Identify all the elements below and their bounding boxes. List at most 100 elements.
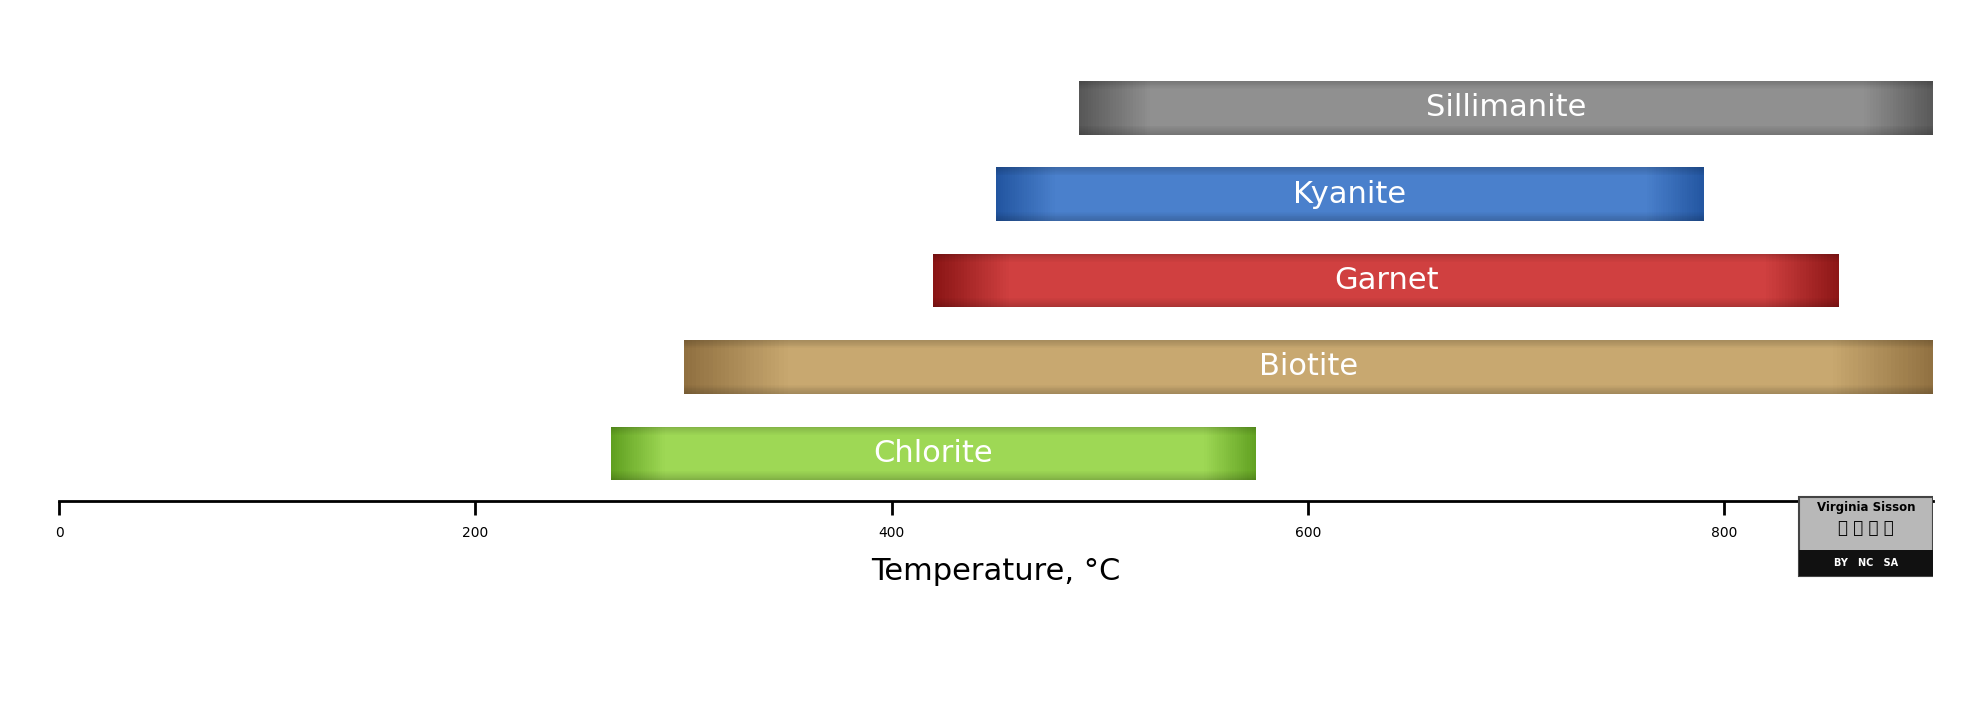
Bar	[1292, 340, 1296, 394]
Bar	[1213, 81, 1215, 134]
Bar	[1655, 167, 1656, 221]
Bar	[1867, 81, 1869, 134]
Bar	[1205, 427, 1207, 480]
Bar	[1617, 167, 1619, 221]
Bar	[1745, 254, 1749, 307]
Bar	[1033, 427, 1035, 480]
Bar	[1883, 340, 1887, 394]
Bar	[1587, 254, 1591, 307]
Bar	[1079, 167, 1081, 221]
Bar	[1189, 81, 1193, 134]
Bar	[611, 468, 1256, 469]
Bar	[1670, 340, 1674, 394]
Bar	[1582, 167, 1584, 221]
Bar	[1209, 167, 1211, 221]
Bar	[933, 305, 1838, 306]
Bar	[1203, 427, 1205, 480]
Bar	[1063, 427, 1065, 480]
Bar	[674, 427, 678, 480]
Bar	[1108, 427, 1110, 480]
Bar	[976, 254, 978, 307]
Bar	[1528, 254, 1530, 307]
Bar	[761, 427, 763, 480]
Bar	[1430, 81, 1432, 134]
Bar	[812, 340, 816, 394]
Bar	[1089, 167, 1091, 221]
Bar	[1321, 81, 1323, 134]
Bar	[1524, 167, 1526, 221]
Bar	[921, 427, 923, 480]
Bar	[1367, 340, 1371, 394]
Bar	[728, 427, 730, 480]
Bar	[1791, 254, 1795, 307]
Bar	[1162, 340, 1167, 394]
Bar	[1303, 167, 1305, 221]
Bar	[1465, 167, 1467, 221]
Bar	[933, 279, 1838, 281]
Bar	[876, 427, 878, 480]
Bar	[986, 427, 988, 480]
Bar	[1574, 81, 1578, 134]
Bar	[1639, 254, 1643, 307]
Bar	[1116, 427, 1118, 480]
Bar	[1637, 167, 1641, 221]
Bar	[1619, 167, 1621, 221]
Bar	[1593, 81, 1597, 134]
Bar	[726, 427, 728, 480]
Bar	[690, 427, 692, 480]
FancyBboxPatch shape	[1798, 496, 1933, 576]
Bar	[990, 254, 994, 307]
Bar	[1524, 254, 1528, 307]
Bar	[1570, 340, 1574, 394]
Bar	[611, 427, 1256, 429]
Bar	[1240, 427, 1242, 480]
Bar	[1300, 340, 1303, 394]
Bar	[809, 427, 810, 480]
Bar	[611, 450, 1256, 451]
Bar	[1116, 81, 1118, 134]
Bar	[785, 427, 787, 480]
Bar	[1227, 254, 1229, 307]
Bar	[996, 214, 1704, 215]
Bar	[1355, 167, 1357, 221]
Bar	[1741, 340, 1745, 394]
Bar	[1444, 81, 1445, 134]
Bar	[966, 254, 970, 307]
Bar	[1065, 427, 1067, 480]
Bar	[1390, 167, 1392, 221]
Bar	[684, 373, 1933, 374]
Bar	[1635, 81, 1637, 134]
Bar	[996, 200, 1704, 201]
Bar	[1162, 81, 1163, 134]
Bar	[1162, 167, 1163, 221]
Bar	[1625, 254, 1627, 307]
Bar	[1092, 254, 1096, 307]
Bar	[647, 427, 649, 480]
Bar	[667, 427, 669, 480]
Bar	[856, 427, 858, 480]
Bar	[1130, 254, 1132, 307]
Bar	[1120, 254, 1124, 307]
Bar	[1091, 167, 1092, 221]
Bar	[1737, 340, 1741, 394]
Bar	[1193, 81, 1195, 134]
Bar	[611, 459, 1256, 461]
Bar	[1262, 81, 1264, 134]
Bar	[947, 340, 951, 394]
Bar	[1700, 340, 1704, 394]
Bar	[1081, 427, 1083, 480]
Bar	[1548, 81, 1552, 134]
Bar	[1195, 340, 1199, 394]
Bar	[1568, 81, 1572, 134]
Bar	[996, 172, 1704, 173]
Bar	[974, 427, 976, 480]
Bar	[1225, 427, 1227, 480]
Bar	[1361, 81, 1363, 134]
Bar	[1104, 427, 1106, 480]
Bar	[645, 427, 647, 480]
Bar	[1059, 340, 1063, 394]
Bar	[1144, 254, 1148, 307]
Bar	[1079, 108, 1933, 109]
Bar	[996, 187, 1704, 188]
Bar	[978, 254, 982, 307]
